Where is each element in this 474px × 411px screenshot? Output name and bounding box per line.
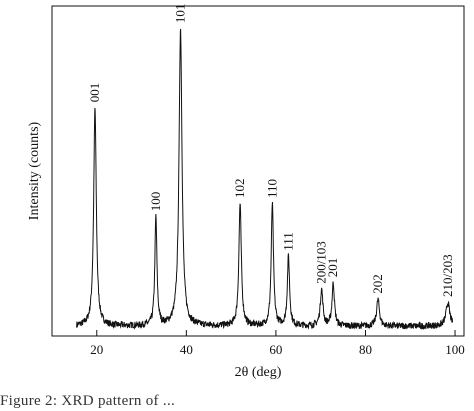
plot-frame [51,5,465,337]
peak-label: 201 [325,258,340,278]
x-axis-label: 2θ (deg) [235,365,282,380]
x-axis-tick-labels: 20 40 60 80 100 [90,342,465,357]
xrd-pattern-line [76,28,454,330]
peak-label: 202 [370,274,385,294]
figure-caption: Figure 2: XRD pattern of ... [0,393,176,409]
peak-label: 102 [232,179,247,199]
x-tick-label: 20 [90,342,103,357]
peak-label: 101 [173,4,188,24]
peak-label: 100 [148,192,163,212]
xrd-chart: 20 40 60 80 100 001 100 101 102 110 111 200/103201… [27,4,465,380]
y-axis-label: Intensity (counts) [27,121,42,220]
x-axis-ticks [96,330,456,336]
peak-label: 110 [264,179,279,198]
peak-label: 111 [281,232,296,251]
peak-label: 001 [87,83,102,103]
peak-label: 210/203 [440,254,455,297]
x-tick-label: 40 [180,342,193,357]
peak-label: 200/103 [314,241,329,284]
x-tick-label: 60 [269,342,282,357]
x-tick-label: 80 [359,342,372,357]
x-tick-label: 100 [445,342,465,357]
